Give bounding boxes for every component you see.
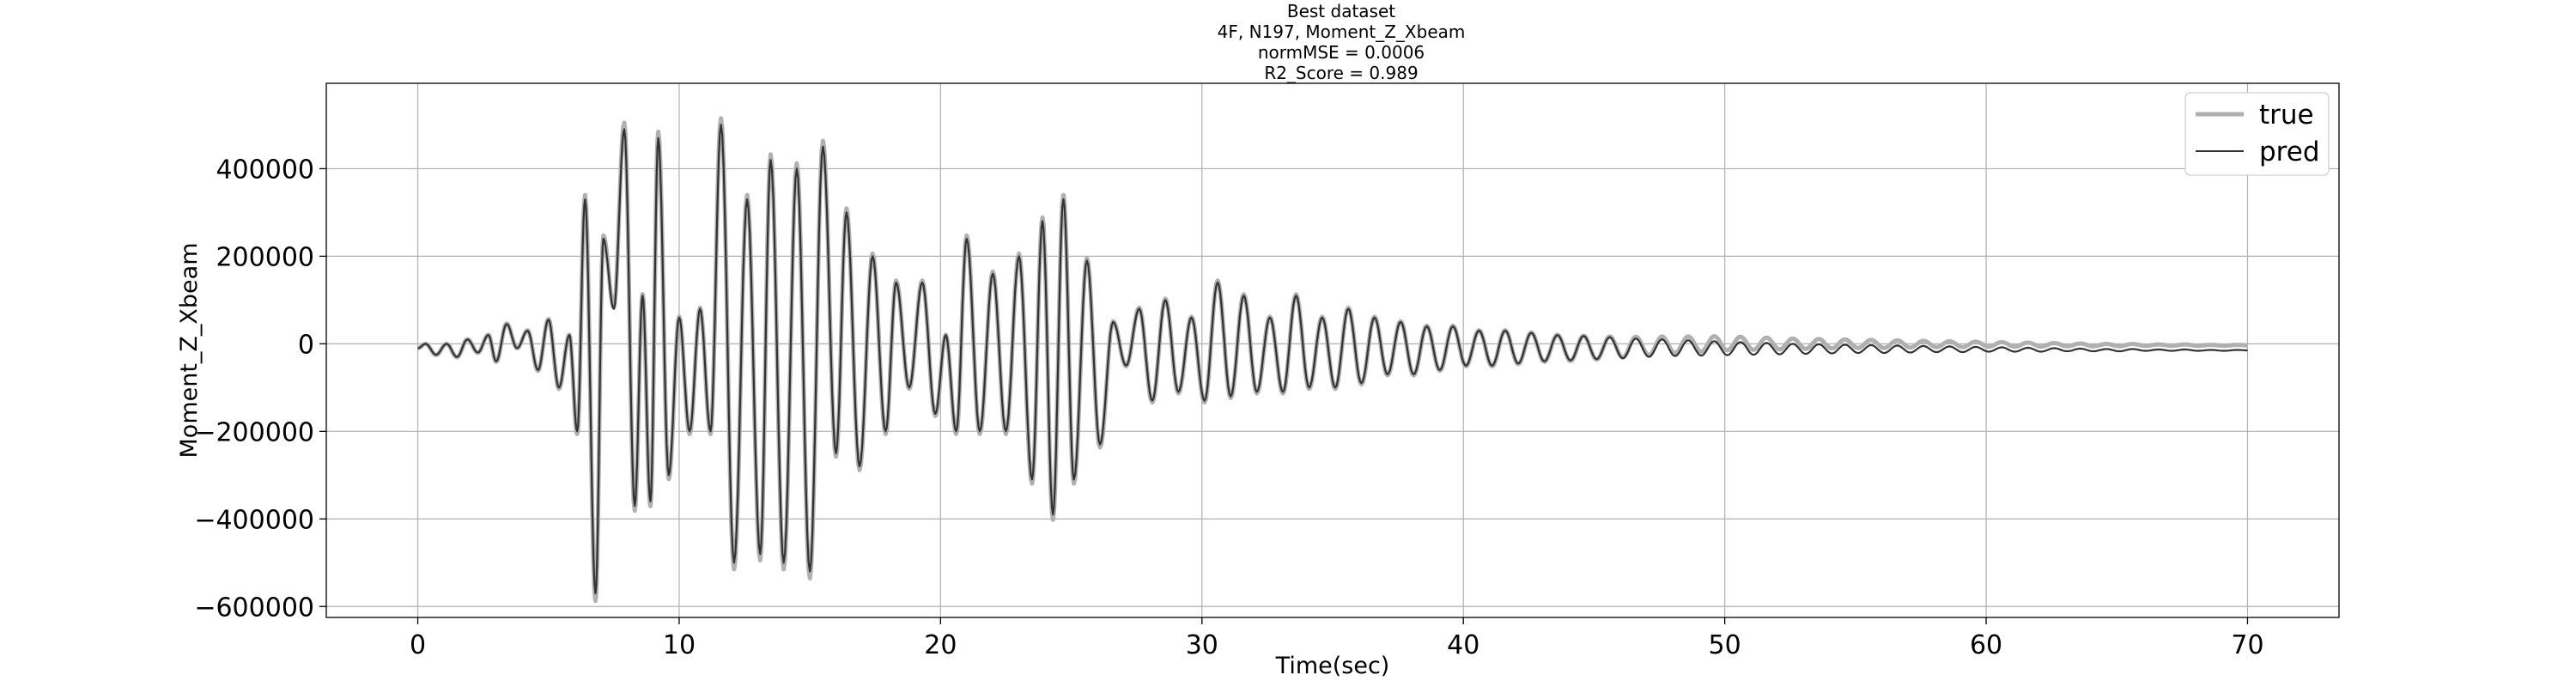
- y-axis-label: Moment_Z_Xbeam: [176, 242, 203, 458]
- y-tick-label: −200000: [194, 417, 314, 447]
- legend: true pred: [2184, 92, 2330, 176]
- x-tick-label: 0: [410, 630, 426, 660]
- x-axis-label: Time(sec): [1275, 653, 1390, 679]
- y-tick-label: 0: [298, 330, 314, 360]
- x-tick-label: 30: [1186, 630, 1218, 660]
- title-line-4: R2_Score = 0.989: [1264, 63, 1418, 83]
- plot-frame: [325, 82, 2340, 618]
- y-tick-label: −400000: [194, 505, 314, 535]
- pred-line: [417, 124, 2248, 595]
- legend-pred-label: pred: [2259, 137, 2320, 167]
- legend-true-label: true: [2259, 100, 2314, 131]
- x-tick-label: 50: [1709, 630, 1741, 660]
- y-tick-label: 200000: [216, 242, 314, 272]
- y-tick-label: 400000: [216, 155, 314, 185]
- ticks: 0 10 20 30 40 50 60 70 −600000 −400000 −200000 0 200…: [194, 155, 2263, 660]
- chart-title: Best dataset 4F, N197, Moment_Z_Xbeam no…: [1218, 1, 1466, 83]
- true-line: [416, 116, 2249, 604]
- title-line-3: normMSE = 0.0006: [1258, 42, 1425, 63]
- x-tick-label: 70: [2231, 630, 2263, 660]
- x-tick-label: 10: [663, 630, 696, 660]
- y-tick-label: −600000: [194, 593, 314, 623]
- series-true: [416, 116, 2249, 604]
- series-pred: [417, 124, 2248, 595]
- x-tick-label: 60: [1970, 630, 2002, 660]
- title-line-2: 4F, N197, Moment_Z_Xbeam: [1218, 21, 1466, 42]
- x-tick-label: 20: [924, 630, 957, 660]
- x-tick-label: 40: [1447, 630, 1479, 660]
- title-line-1: Best dataset: [1287, 1, 1395, 21]
